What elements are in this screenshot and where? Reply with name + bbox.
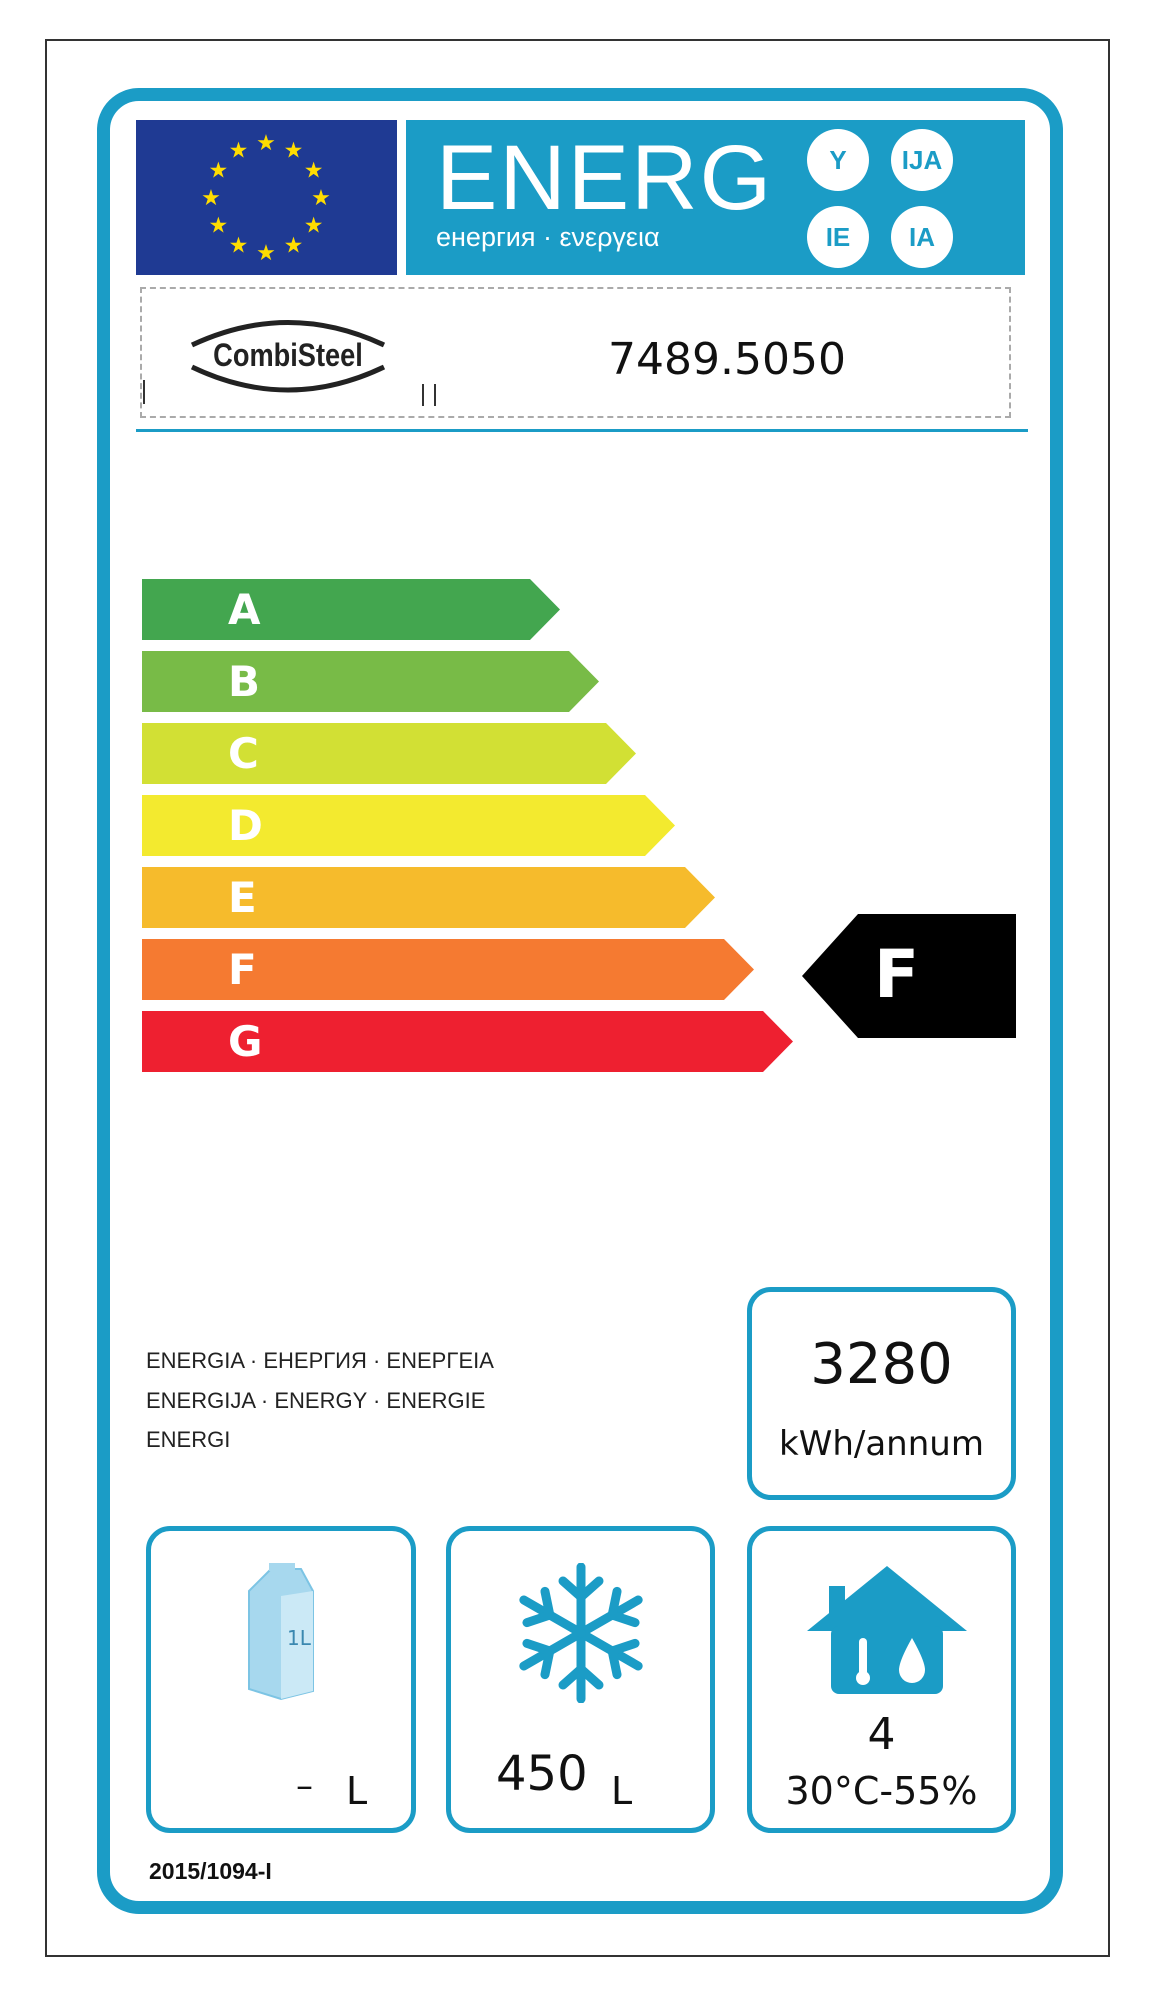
eu-star-icon: ★ — [229, 138, 249, 163]
chill-volume-value: – — [296, 1766, 313, 1806]
frozen-volume-value: 450 — [496, 1746, 588, 1802]
climate-conditions: 30°C-55% — [785, 1769, 978, 1813]
svg-text:1L: 1L — [287, 1626, 312, 1650]
eu-star-icon: ★ — [229, 234, 249, 259]
chill-volume-box: 1L – L — [146, 1526, 416, 1833]
divider — [422, 384, 436, 406]
energy-class-bar-c: C — [142, 723, 636, 784]
frozen-volume-unit: L — [611, 1769, 633, 1813]
milk-carton-icon: 1L — [248, 1563, 314, 1701]
eu-star-icon: ★ — [304, 214, 324, 239]
label-frame — [97, 88, 1063, 1914]
consumption-box: 3280 kWh/annum — [747, 1287, 1016, 1500]
combisteel-logo: CombiSteel — [172, 305, 404, 405]
suffix-circle: Y — [807, 129, 869, 191]
energy-class-bar-d: D — [142, 795, 675, 856]
eu-star-icon: ★ — [209, 214, 229, 239]
eu-star-icon: ★ — [304, 159, 324, 184]
house-climate-icon — [807, 1566, 967, 1694]
model-number: 7489.5050 — [608, 334, 846, 385]
energy-subtitle: енергия · ενεργεια — [436, 222, 660, 252]
frozen-volume-box: 450 L — [446, 1526, 715, 1833]
snowflake-icon — [519, 1563, 643, 1703]
eu-star-icon: ★ — [209, 159, 229, 184]
energy-title: ENERG — [436, 127, 774, 229]
chill-volume-unit: L — [346, 1769, 368, 1813]
eu-star-icon: ★ — [201, 186, 221, 211]
eu-star-icon: ★ — [256, 241, 276, 266]
climate-class: 4 — [867, 1709, 896, 1760]
consumption-value: 3280 — [810, 1332, 953, 1397]
regulation-number: 2015/1094-I — [149, 1858, 272, 1884]
eu-star-icon: ★ — [284, 138, 304, 163]
label-border — [45, 39, 1110, 1957]
energy-class-letter: F — [228, 945, 257, 994]
divider — [143, 380, 145, 404]
energy-class-letter: C — [228, 729, 259, 778]
logo-text: CombiSteel — [213, 337, 363, 373]
consumption-unit: kWh/annum — [779, 1424, 984, 1464]
suffix-circle: IE — [807, 206, 869, 268]
rating-arrow: F — [802, 914, 1016, 1038]
eu-star-icon: ★ — [284, 234, 304, 259]
energy-class-bar-a: A — [142, 579, 560, 640]
energy-word-line: ENERGIA · ЕНЕРГИЯ · ΕΝΕΡΓΕΙΑ — [146, 1348, 494, 1373]
energy-class-letter: B — [228, 657, 261, 706]
energy-class-bar-b: B — [142, 651, 599, 712]
energy-class-letter: D — [228, 801, 263, 850]
energy-class-letter: A — [228, 585, 261, 634]
eu-flag-icon: ★ ★ ★ ★ ★ ★ ★ ★ ★ ★ ★ ★ — [136, 120, 397, 275]
energy-class-letter: E — [228, 873, 257, 922]
eu-star-icon: ★ — [256, 131, 276, 156]
energy-word-line: ENERGI — [146, 1427, 231, 1452]
energy-class-bar-e: E — [142, 867, 715, 928]
energy-word-line: ENERGIJA · ENERGY · ENERGIE — [146, 1388, 486, 1413]
suffix-circle: IJA — [891, 129, 953, 191]
climate-class-box: 4 30°C-55% — [747, 1526, 1016, 1833]
eu-star-icon: ★ — [311, 186, 331, 211]
supplier-box — [140, 287, 1011, 418]
energy-class-bar-f: F — [142, 939, 754, 1000]
energy-class-bar-g: G — [142, 1011, 793, 1072]
rating-letter: F — [874, 936, 920, 1013]
divider — [136, 429, 1028, 432]
suffix-circle: IA — [891, 206, 953, 268]
energy-class-letter: G — [228, 1017, 263, 1066]
